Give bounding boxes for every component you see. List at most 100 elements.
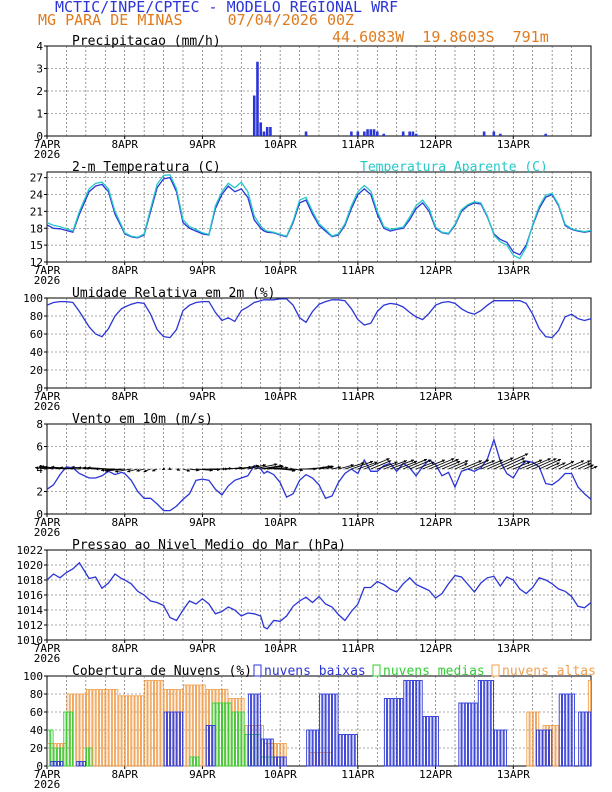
x-tick-label: 10APR (264, 264, 297, 277)
x-tick-label: 8APR (111, 390, 138, 403)
precip-bar (375, 131, 379, 136)
cloud-bar (581, 711, 585, 767)
x-tick-label: 9APR (189, 768, 216, 781)
cloud-bar (532, 711, 537, 767)
wind-arrow (241, 465, 259, 470)
panel-clouds: 0 20 40 60 80 100 7APR 8APR 9APR 10APR 11APR 12APR 1… (23, 664, 596, 791)
cloud-bar (419, 680, 423, 767)
panel-title: Cobertura de Nuvens (%) (72, 664, 252, 679)
precip-bar (414, 133, 418, 136)
wind-arrow (364, 458, 390, 470)
y-tick-label: 0 (36, 382, 43, 395)
wind-arrow-head (580, 460, 584, 464)
wind-arrow-head (369, 460, 374, 464)
cloud-bar (183, 684, 187, 767)
precip-bar (262, 131, 266, 136)
x-tick-label: 11APR (341, 390, 374, 403)
y-tick-label: 60 (30, 706, 43, 719)
y-tick-label: 12 (30, 256, 43, 269)
wind-arrow (519, 459, 543, 470)
wind-arrow-head (41, 465, 45, 469)
cloud-bar (247, 693, 252, 767)
cloud-bar (205, 725, 209, 767)
panel-title: 2-m Temperatura (C) (72, 160, 221, 175)
wind-arrow-head (83, 466, 87, 470)
cloud-bar (111, 689, 116, 767)
cloud-bar (196, 756, 200, 767)
precip-bar (304, 131, 308, 136)
x-tick-label: 9APR (189, 642, 216, 655)
wind-arrow-head (394, 461, 398, 465)
wind-arrow-head (127, 469, 131, 473)
cloud-bar (461, 702, 465, 767)
wind-arrow-head (59, 466, 63, 470)
y-tick-label: 1010 (17, 634, 44, 647)
wind-arrow-head (78, 466, 81, 470)
wind-arrow-head (522, 460, 526, 464)
wind-arrow-head (361, 462, 365, 466)
x-tick-label: 13APR (497, 768, 530, 781)
wind-arrow (260, 465, 283, 470)
wind-arrow (448, 460, 469, 470)
cloud-bar (552, 725, 556, 767)
cloud-bar (234, 711, 239, 767)
cloud-bar (231, 711, 235, 767)
precip-bar (356, 131, 360, 136)
cloud-bar (335, 693, 339, 767)
series-line (46, 561, 592, 630)
cloud-bar (264, 738, 268, 767)
wind-arrow-head (570, 461, 575, 464)
wind-arrow-head (562, 462, 566, 466)
wind-arrow-head (451, 458, 455, 461)
cloud-bar (474, 702, 478, 767)
wind-arrow (571, 460, 591, 470)
cloud-bar (396, 698, 401, 767)
wind-arrow-head (464, 463, 468, 466)
wind-arrow-head (557, 458, 561, 462)
series-line (46, 437, 592, 512)
legend-label: nuvens altas (502, 664, 596, 679)
cloud-bar (202, 684, 206, 767)
y-tick-label: 80 (30, 688, 43, 701)
cloud-bar (76, 761, 80, 767)
cloud-bar (163, 711, 167, 767)
cloud-bar (270, 738, 274, 767)
cloud-bar (568, 693, 572, 767)
cloud-bar (189, 684, 193, 767)
x-tick-label: 12APR (419, 390, 452, 403)
wind-arrow-head (594, 465, 598, 469)
cloud-bar (354, 734, 358, 767)
cloud-bar (309, 729, 313, 767)
legend-swatch (253, 664, 262, 677)
cloud-bar (351, 734, 355, 767)
cloud-bar (500, 729, 504, 767)
y-tick-label: 2 (36, 85, 43, 98)
legend-label: nuvens medias (383, 664, 485, 679)
year-label: 2026 (34, 778, 61, 791)
wind-arrow (513, 461, 531, 470)
cloud-bar (147, 680, 151, 767)
y-tick-label: 40 (30, 724, 43, 737)
wind-arrow-head (387, 460, 392, 464)
x-tick-label: 10APR (264, 516, 297, 529)
cloud-bar (341, 734, 345, 767)
panel-title: Precipitacao (mm/h) (72, 34, 221, 49)
x-tick-label: 11APR (341, 516, 374, 529)
wind-arrow (383, 460, 408, 470)
precip-bar (366, 129, 369, 136)
cloud-bar (131, 695, 135, 767)
cloud-bar (176, 711, 180, 767)
x-tick-label: 10APR (264, 642, 297, 655)
wind-arrow-head (556, 462, 560, 466)
precip-bar (482, 131, 486, 136)
cloud-bar (393, 698, 397, 767)
cloud-bar (86, 747, 90, 767)
y-tick-label: 2 (36, 486, 43, 499)
cloud-bar (118, 695, 122, 767)
wind-arrow-head (485, 459, 489, 463)
wind-arrow-head (491, 460, 495, 464)
cloud-bar (555, 725, 559, 767)
wind-arrow (370, 460, 392, 470)
cloud-bar (332, 693, 336, 767)
cloud-bar (497, 729, 501, 767)
